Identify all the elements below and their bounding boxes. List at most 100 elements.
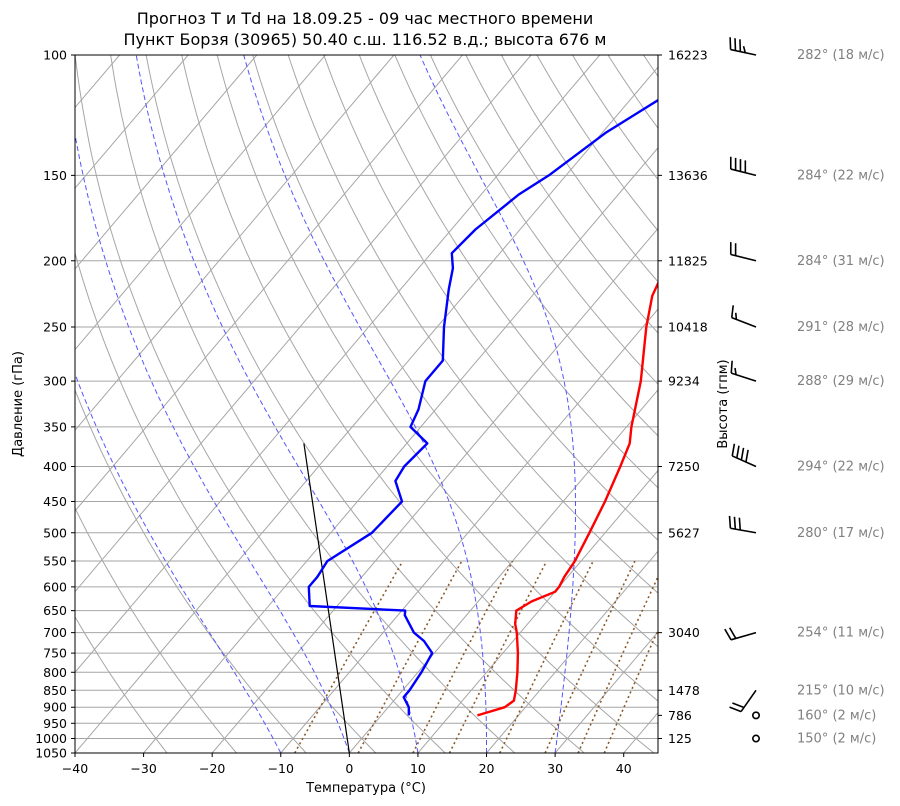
dry-adiabat [500, 55, 658, 283]
wind-label: 215° (10 м/с) [797, 683, 885, 698]
dry-adiabat [607, 55, 658, 129]
isotherm-line [75, 55, 532, 593]
isotherm-line [143, 147, 658, 753]
wind-barb [729, 156, 757, 177]
wind-barb-feather [728, 627, 737, 639]
x-tick-label: −30 [130, 761, 156, 776]
temperature-profile-line [477, 280, 658, 717]
wind-barb-feather [732, 702, 745, 709]
y-tick-label: 100 [43, 48, 67, 63]
wind-barb-feather [728, 515, 732, 529]
wind-barb [724, 627, 757, 641]
wind-barb [729, 689, 757, 713]
isotherm-line [417, 469, 658, 753]
x-tick-label: −10 [268, 761, 294, 776]
mixing-ratio-line [412, 560, 514, 753]
mixing-ratio-line [448, 560, 548, 753]
wind-barb [730, 305, 757, 328]
wind-shaft [730, 527, 757, 534]
wind-barb [728, 515, 757, 534]
x-tick-label: 30 [547, 761, 563, 776]
dry-adiabat [572, 55, 658, 181]
wind-barb-feather [740, 447, 745, 461]
wind-label: 280° (17 м/с) [797, 526, 885, 541]
chart-title: Прогноз T и Td на 18.09.25 - 09 час мест… [137, 9, 593, 28]
mixing-ratio-line [603, 628, 658, 753]
mixing-ratio-line [357, 560, 463, 753]
dry-adiabat [252, 55, 658, 648]
height-tick-label: 7250 [668, 459, 700, 474]
y-tick-label: 350 [43, 419, 67, 434]
wind-shaft [730, 168, 757, 177]
isotherm-line [75, 55, 601, 674]
wind-shaft [731, 455, 757, 468]
isotherm-line [75, 55, 189, 189]
grid-layer [75, 55, 900, 753]
wind-barb-feather [730, 305, 735, 318]
y-tick-label: 650 [43, 603, 67, 618]
wind-barb-feather [734, 367, 737, 375]
isotherm-line [75, 55, 463, 512]
y-tick-label: 950 [43, 716, 67, 731]
moist-adiabat [75, 131, 350, 753]
height-tick-label: 125 [668, 731, 692, 746]
wind-barb-feather [736, 445, 740, 459]
isotherm-line [486, 550, 658, 753]
wind-label: 294° (22 м/с) [797, 460, 885, 475]
wind-barb [751, 711, 760, 720]
data-layer [303, 98, 658, 753]
dry-adiabat [323, 55, 658, 541]
y-tick-label: 550 [43, 554, 67, 569]
height-tick-label: 5627 [668, 525, 700, 540]
dry-adiabat [429, 55, 658, 385]
wind-label: 282° (18 м/с) [797, 48, 885, 63]
y-tick-label: 300 [43, 374, 67, 389]
dry-adiabat [75, 55, 446, 753]
wind-label: 160° (2 м/с) [797, 708, 876, 723]
wind-barb-feather [738, 517, 742, 531]
x-tick-label: 40 [616, 761, 632, 776]
wind-shaft [740, 689, 757, 713]
wind-barb-feather [731, 443, 736, 457]
wind-barb [730, 360, 757, 382]
dry-adiabat [75, 251, 377, 753]
wind-barb-feather [745, 449, 749, 463]
height-tick-label: 3040 [668, 625, 700, 640]
y-tick-label: 850 [43, 683, 67, 698]
wind-barb [729, 242, 757, 262]
wind-layer: 282° (18 м/с) 284° (22 м/с) 284° (31 м/с) 2… [724, 37, 885, 747]
y-tick-label: 750 [43, 646, 67, 661]
wind-barb-feather [733, 516, 737, 530]
wind-barb [729, 37, 757, 56]
y-tick-label: 200 [43, 253, 67, 268]
y-tick-label: 600 [43, 579, 67, 594]
isotherm-line [348, 389, 658, 753]
wind-shaft [731, 316, 757, 328]
mixing-ratio-line [499, 560, 594, 753]
y-tick-label: 500 [43, 525, 67, 540]
parcel-line [303, 443, 350, 753]
y-tick-label: 900 [43, 700, 67, 715]
dry-adiabat [216, 55, 658, 702]
height-tick-label: 1478 [668, 683, 700, 698]
wind-shaft [730, 253, 757, 262]
wind-barb-feather [729, 706, 742, 713]
dry-adiabat [715, 55, 900, 753]
dry-adiabat [750, 55, 900, 753]
dry-adiabat [110, 55, 516, 753]
dry-adiabat [394, 55, 658, 437]
dry-adiabat [145, 55, 585, 753]
y-tick-label: 400 [43, 459, 67, 474]
wind-label: 254° (11 м/с) [797, 626, 885, 641]
wind-label: 291° (28 м/с) [797, 320, 885, 335]
height-tick-label: 9234 [668, 374, 700, 389]
height-tick-label: 786 [668, 708, 692, 723]
moist-adiabat [419, 55, 576, 753]
y-tick-label: 1000 [35, 731, 67, 746]
y-tick-label: 1050 [35, 746, 67, 761]
isotherm-line [75, 55, 395, 432]
calm-circle [751, 734, 760, 743]
dry-adiabat [679, 55, 900, 753]
plot-frame [74, 54, 659, 754]
x-tick-label: −40 [62, 761, 88, 776]
